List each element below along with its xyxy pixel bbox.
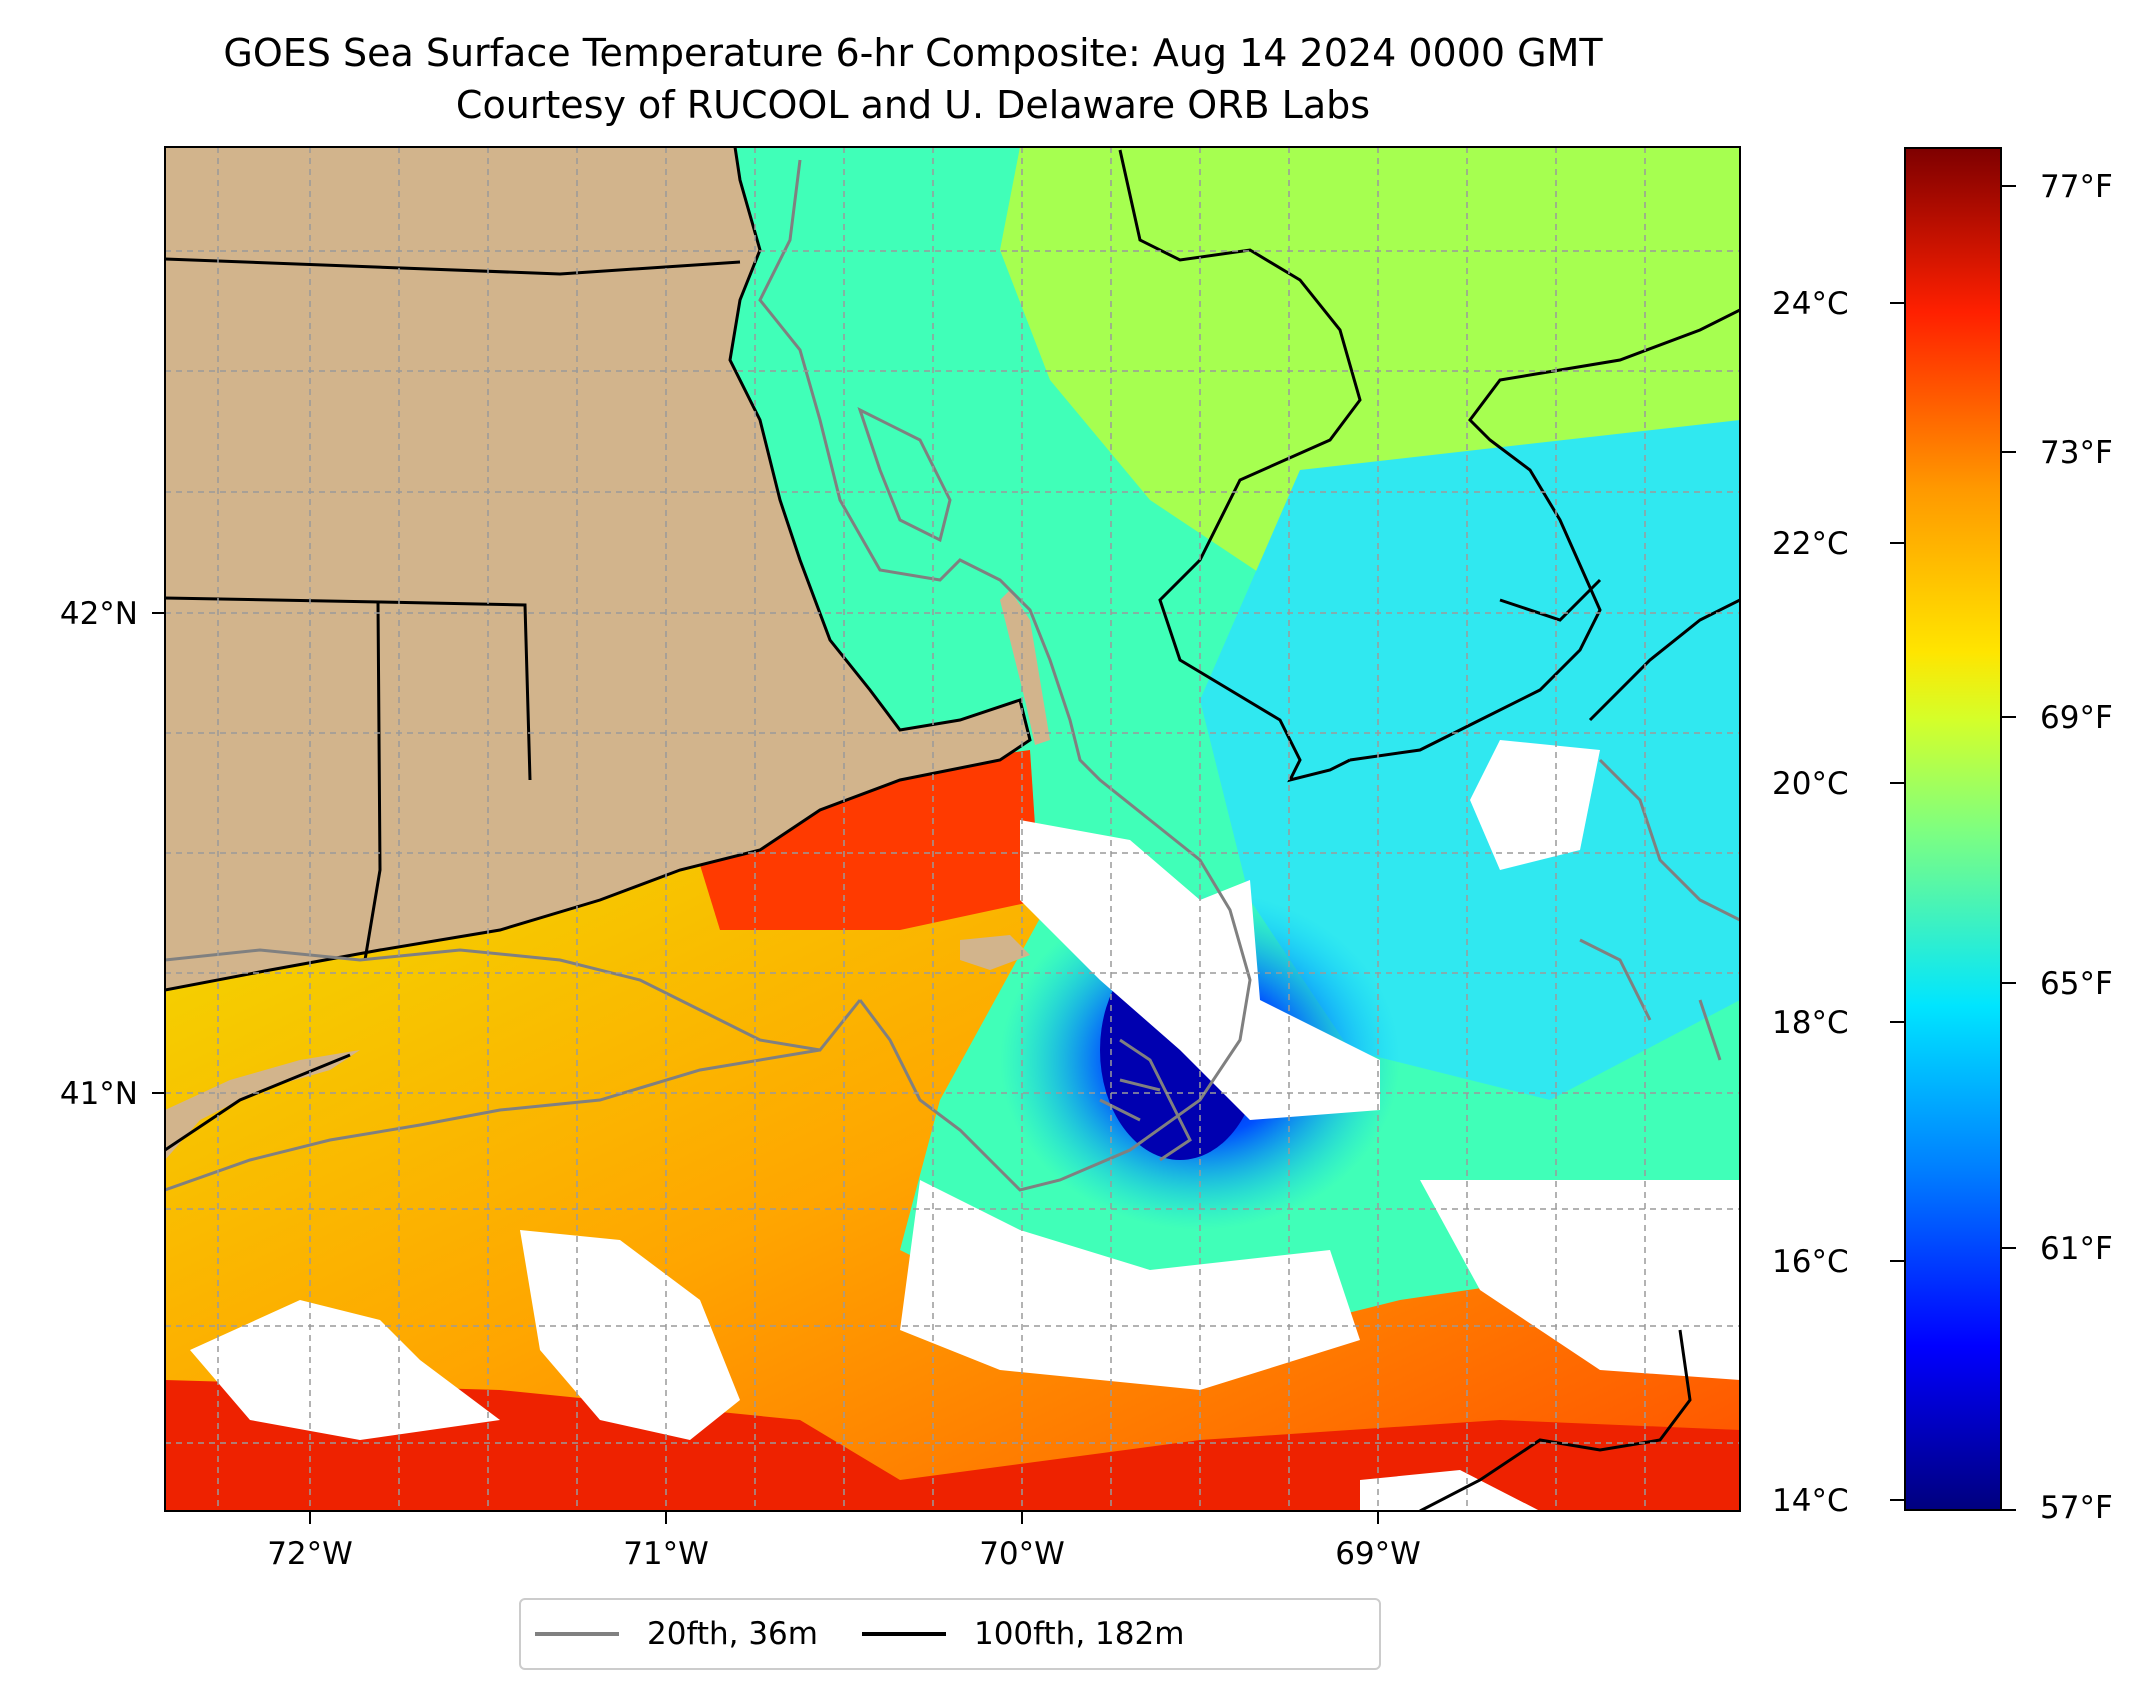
land-mass	[165, 147, 1030, 990]
colorbar-fahrenheit-label: 61°F	[2040, 1231, 2113, 1267]
state-border	[363, 601, 382, 961]
colorbar-fahrenheit-label: 73°F	[2040, 435, 2113, 471]
no-data-area	[1360, 1470, 1540, 1511]
legend-entry-20fth: 20fth, 36m	[535, 1616, 818, 1652]
colorbar-tick	[1890, 1021, 1904, 1023]
no-data-area	[1470, 740, 1600, 870]
contour-legend: 20fth, 36m 100fth, 182m	[519, 1598, 1381, 1670]
no-data-area	[900, 1180, 1360, 1390]
contour-100fth	[1118, 149, 1740, 783]
land-mass-long-island	[165, 1050, 360, 1160]
longitude-label-72w: 72°W	[267, 1536, 353, 1572]
contour-20fth	[758, 159, 1252, 1192]
temperature-colorbar	[1904, 147, 2002, 1511]
marthas-vineyard	[960, 935, 1030, 970]
colorbar-tick	[2002, 1509, 2016, 1511]
colorbar-tick	[2002, 185, 2016, 187]
colorbar-celsius-label: 22°C	[1772, 526, 1849, 562]
colorbar-celsius-label: 16°C	[1772, 1244, 1849, 1280]
longitude-label-71w: 71°W	[623, 1536, 709, 1572]
colorbar-celsius-label: 14°C	[1772, 1483, 1849, 1519]
colorbar-celsius-label: 24°C	[1772, 286, 1849, 322]
colorbar-tick	[1890, 542, 1904, 544]
no-data-area	[1020, 820, 1380, 1120]
colorbar-tick	[2002, 1247, 2016, 1249]
no-data-area	[190, 1300, 500, 1440]
contour-100fth	[1499, 578, 1740, 722]
legend-line-black	[861, 1632, 946, 1636]
state-border	[165, 596, 532, 781]
colorbar-tick	[1890, 1260, 1904, 1262]
legend-line-gray	[535, 1632, 619, 1636]
colorbar-celsius-label: 20°C	[1772, 766, 1849, 802]
coastline	[165, 147, 1032, 992]
colorbar-fahrenheit-label: 69°F	[2040, 700, 2113, 736]
no-data-area	[1420, 1180, 1740, 1380]
contour-20fth	[1579, 758, 1740, 1061]
map-frame	[164, 146, 1741, 1512]
legend-entry-100fth: 100fth, 182m	[861, 1616, 1185, 1652]
latitude-label-41n: 41°N	[59, 1076, 138, 1112]
contour-20fth	[165, 1048, 821, 1192]
contour-100fth	[1419, 1329, 1692, 1511]
no-data-area	[520, 1230, 740, 1440]
colorbar-tick	[2002, 451, 2016, 453]
latitude-label-42n: 42°N	[59, 596, 138, 632]
contour-20fth	[1099, 1038, 1192, 1162]
colorbar-tick	[1890, 302, 1904, 304]
chart-title: GOES Sea Surface Temperature 6-hr Compos…	[223, 31, 1603, 75]
coastline	[165, 1053, 351, 1152]
colorbar-tick	[1890, 1499, 1904, 1501]
georges-bank-area	[1200, 420, 1740, 1100]
map-gridlines	[165, 147, 1740, 1511]
chart-subtitle: Courtesy of RUCOOL and U. Delaware ORB L…	[455, 83, 1371, 127]
longitude-label-70w: 70°W	[979, 1536, 1065, 1572]
colorbar-celsius-label: 18°C	[1772, 1005, 1849, 1041]
warm-water-red	[165, 1380, 1740, 1511]
contour-20fth	[857, 407, 952, 543]
legend-label-100fth: 100fth, 182m	[973, 1616, 1185, 1652]
colorbar-fahrenheit-label: 77°F	[2040, 169, 2113, 205]
axis-ticks	[152, 612, 1379, 1524]
colorbar-tick	[1890, 782, 1904, 784]
colorbar-fahrenheit-label: 57°F	[2040, 1490, 2113, 1526]
longitude-label-69w: 69°W	[1335, 1536, 1421, 1572]
colorbar-tick	[2002, 982, 2016, 984]
colorbar-tick	[2002, 716, 2016, 718]
state-border	[165, 257, 741, 276]
legend-label-20fth: 20fth, 36m	[647, 1616, 818, 1652]
colorbar-fahrenheit-label: 65°F	[2040, 966, 2113, 1002]
cape-cod	[1000, 590, 1050, 745]
